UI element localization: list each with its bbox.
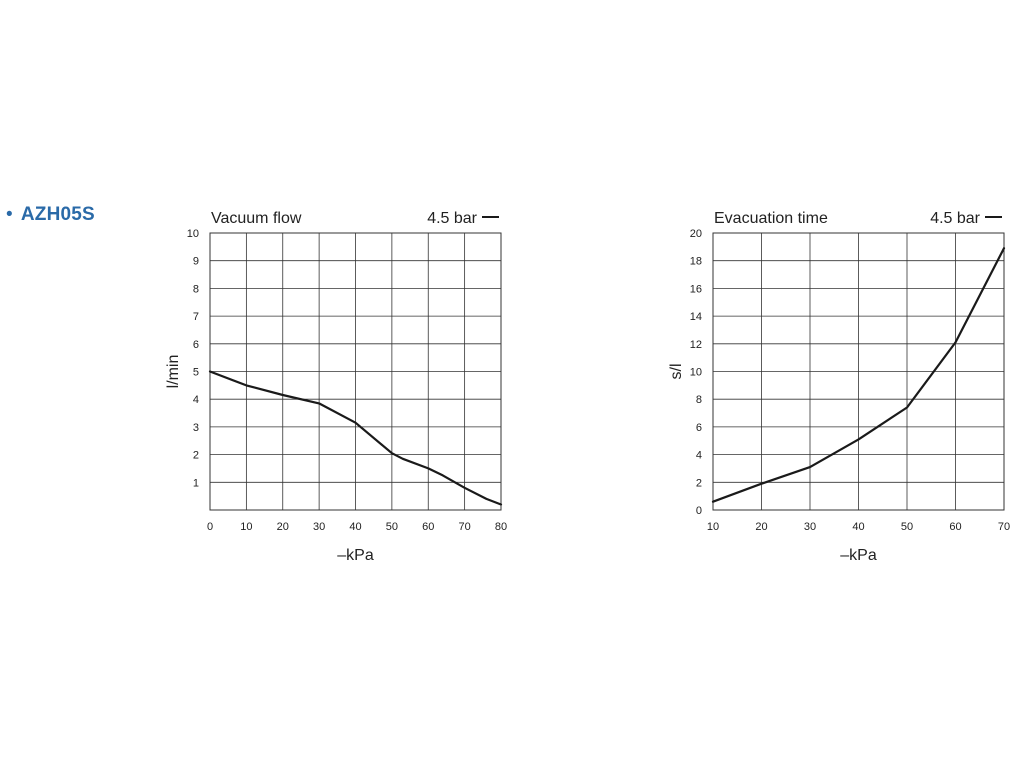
y-tick-label: 1: [193, 477, 199, 489]
x-tick-label: 70: [459, 521, 471, 533]
legend-label: 4.5 bar: [427, 210, 477, 227]
x-tick-label: 50: [386, 521, 398, 533]
vacuum-flow-curve: [208, 370, 503, 506]
x-tick-label: 30: [313, 521, 325, 533]
model-name: AZH05S: [20, 204, 95, 225]
x-tick-label: 20: [277, 521, 289, 533]
model-heading: • AZH05S: [6, 204, 95, 226]
y-tick-label: 6: [193, 339, 199, 351]
y-tick-label: 4: [193, 394, 199, 406]
chart-title: Vacuum flow: [211, 210, 302, 227]
y-tick-label: 8: [193, 283, 199, 295]
y-tick-label: 7: [193, 311, 199, 323]
y-tick-label: 9: [193, 256, 199, 268]
y-axis-label: l/min: [165, 355, 182, 389]
y-tick-label: 10: [187, 228, 199, 240]
y-tick-label: 5: [193, 367, 199, 379]
x-tick-label: 40: [349, 521, 361, 533]
x-tick-label: 80: [495, 521, 507, 533]
x-tick-label: 10: [240, 521, 252, 533]
bullet-glyph: •: [6, 204, 13, 225]
x-axis-label: –kPa: [337, 547, 374, 564]
y-tick-label: 2: [193, 450, 199, 462]
x-tick-label: 60: [422, 521, 434, 533]
y-tick-label: 3: [193, 422, 199, 434]
x-tick-label: 0: [207, 521, 213, 533]
